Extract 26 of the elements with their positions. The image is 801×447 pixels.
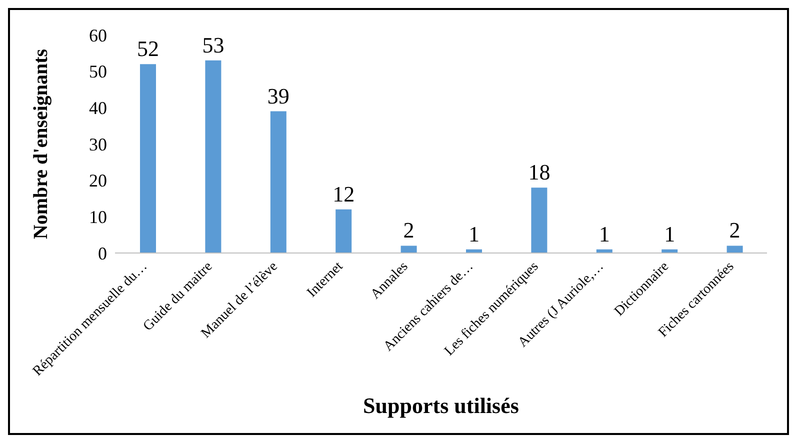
y-tick-label: 0 — [98, 243, 107, 264]
bar — [336, 209, 352, 253]
data-label: 2 — [729, 218, 740, 243]
bar — [270, 111, 286, 253]
y-tick-label: 60 — [89, 25, 107, 46]
data-label: 52 — [137, 36, 159, 62]
data-label: 1 — [598, 221, 610, 246]
data-label: 39 — [267, 83, 290, 108]
y-tick-label: 40 — [89, 98, 107, 118]
bar — [726, 246, 743, 253]
data-label: 1 — [468, 221, 480, 246]
data-label: 1 — [664, 221, 676, 246]
bar — [140, 64, 156, 253]
y-tick-label: 50 — [89, 62, 107, 82]
x-axis-title: Supports utilisés — [363, 393, 520, 418]
data-label: 2 — [403, 218, 414, 243]
y-axis-title: Nombre d'enseignants — [30, 48, 52, 240]
bar — [205, 60, 222, 253]
bar — [531, 188, 548, 253]
data-label: 53 — [202, 32, 224, 58]
y-tick-label: 30 — [89, 134, 107, 154]
data-label: 18 — [528, 160, 550, 185]
data-label: 12 — [332, 181, 355, 206]
y-tick-label: 10 — [89, 207, 107, 228]
y-tick-label: 20 — [89, 170, 107, 191]
bar — [400, 246, 417, 253]
